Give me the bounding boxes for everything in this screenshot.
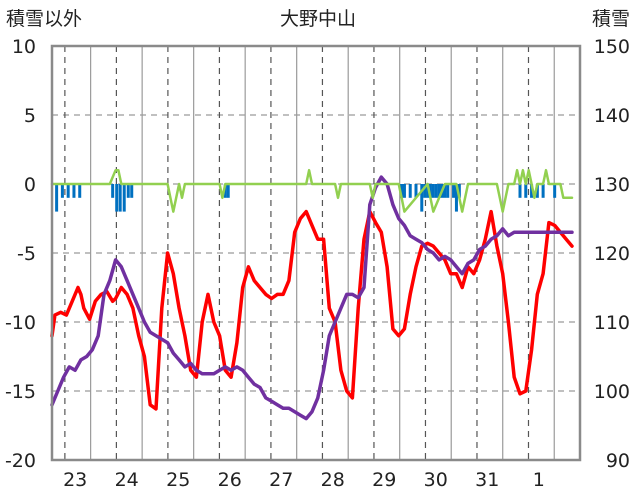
bar	[118, 184, 122, 212]
bar	[414, 184, 418, 198]
bar	[518, 184, 522, 198]
right-tick-label: 90	[606, 450, 630, 472]
bar	[437, 184, 441, 198]
left-tick-label: 0	[24, 174, 36, 196]
x-tick-label: 25	[166, 469, 190, 491]
right-tick-label: 140	[594, 105, 630, 127]
left-tick-label: 10	[12, 36, 36, 58]
bar	[420, 184, 424, 212]
bar	[530, 184, 534, 198]
bar	[115, 184, 119, 212]
plot-frame	[50, 44, 582, 462]
line-series	[50, 168, 574, 421]
bar	[426, 184, 430, 198]
bar	[454, 184, 458, 212]
right-axis-label: 積雪	[592, 8, 630, 30]
left-tick-label: 5	[24, 105, 36, 127]
bar	[443, 184, 447, 198]
x-tick-label: 30	[424, 469, 448, 491]
bar	[122, 184, 126, 212]
x-tick-label: 23	[63, 469, 87, 491]
left-tick-label: -5	[17, 243, 36, 265]
x-tick-label: 1	[533, 469, 545, 491]
bar	[111, 184, 115, 198]
bar	[226, 184, 230, 198]
bar	[66, 184, 70, 198]
bar	[431, 184, 435, 198]
right-tick-label: 150	[594, 36, 630, 58]
chart-title: 大野中山	[280, 8, 356, 30]
bar	[428, 184, 432, 198]
bar	[408, 184, 412, 198]
right-tick-label: 120	[594, 243, 630, 265]
series-line	[50, 175, 574, 421]
bar	[423, 184, 427, 198]
bar	[126, 184, 130, 198]
x-tick-label: 31	[475, 469, 499, 491]
bar	[535, 184, 539, 198]
bar	[446, 184, 450, 198]
x-tick-label: 29	[372, 469, 396, 491]
right-tick-label: 130	[594, 174, 630, 196]
bar	[400, 184, 404, 198]
left-tick-label: -10	[5, 312, 36, 334]
bar	[72, 184, 76, 198]
bar	[223, 184, 227, 198]
left-axis-label: 積雪以外	[6, 8, 82, 30]
left-tick-label: -20	[5, 450, 36, 472]
x-tick-label: 28	[321, 469, 345, 491]
bar	[452, 184, 456, 198]
x-tick-label: 24	[115, 469, 139, 491]
right-tick-label: 110	[594, 312, 630, 334]
bar	[553, 184, 557, 198]
x-tick-label: 27	[269, 469, 293, 491]
bar	[78, 184, 82, 198]
bar	[457, 184, 461, 198]
bar	[55, 184, 59, 212]
grid	[52, 45, 580, 461]
bar	[130, 184, 134, 198]
bar-series	[55, 184, 557, 212]
bar	[402, 184, 406, 198]
right-tick-label: 100	[594, 381, 630, 403]
bar	[434, 184, 438, 198]
bar	[524, 184, 528, 198]
series-line	[50, 168, 574, 213]
bar	[60, 184, 64, 198]
bar	[541, 184, 545, 198]
left-tick-label: -15	[5, 381, 36, 403]
x-tick-label: 26	[218, 469, 242, 491]
